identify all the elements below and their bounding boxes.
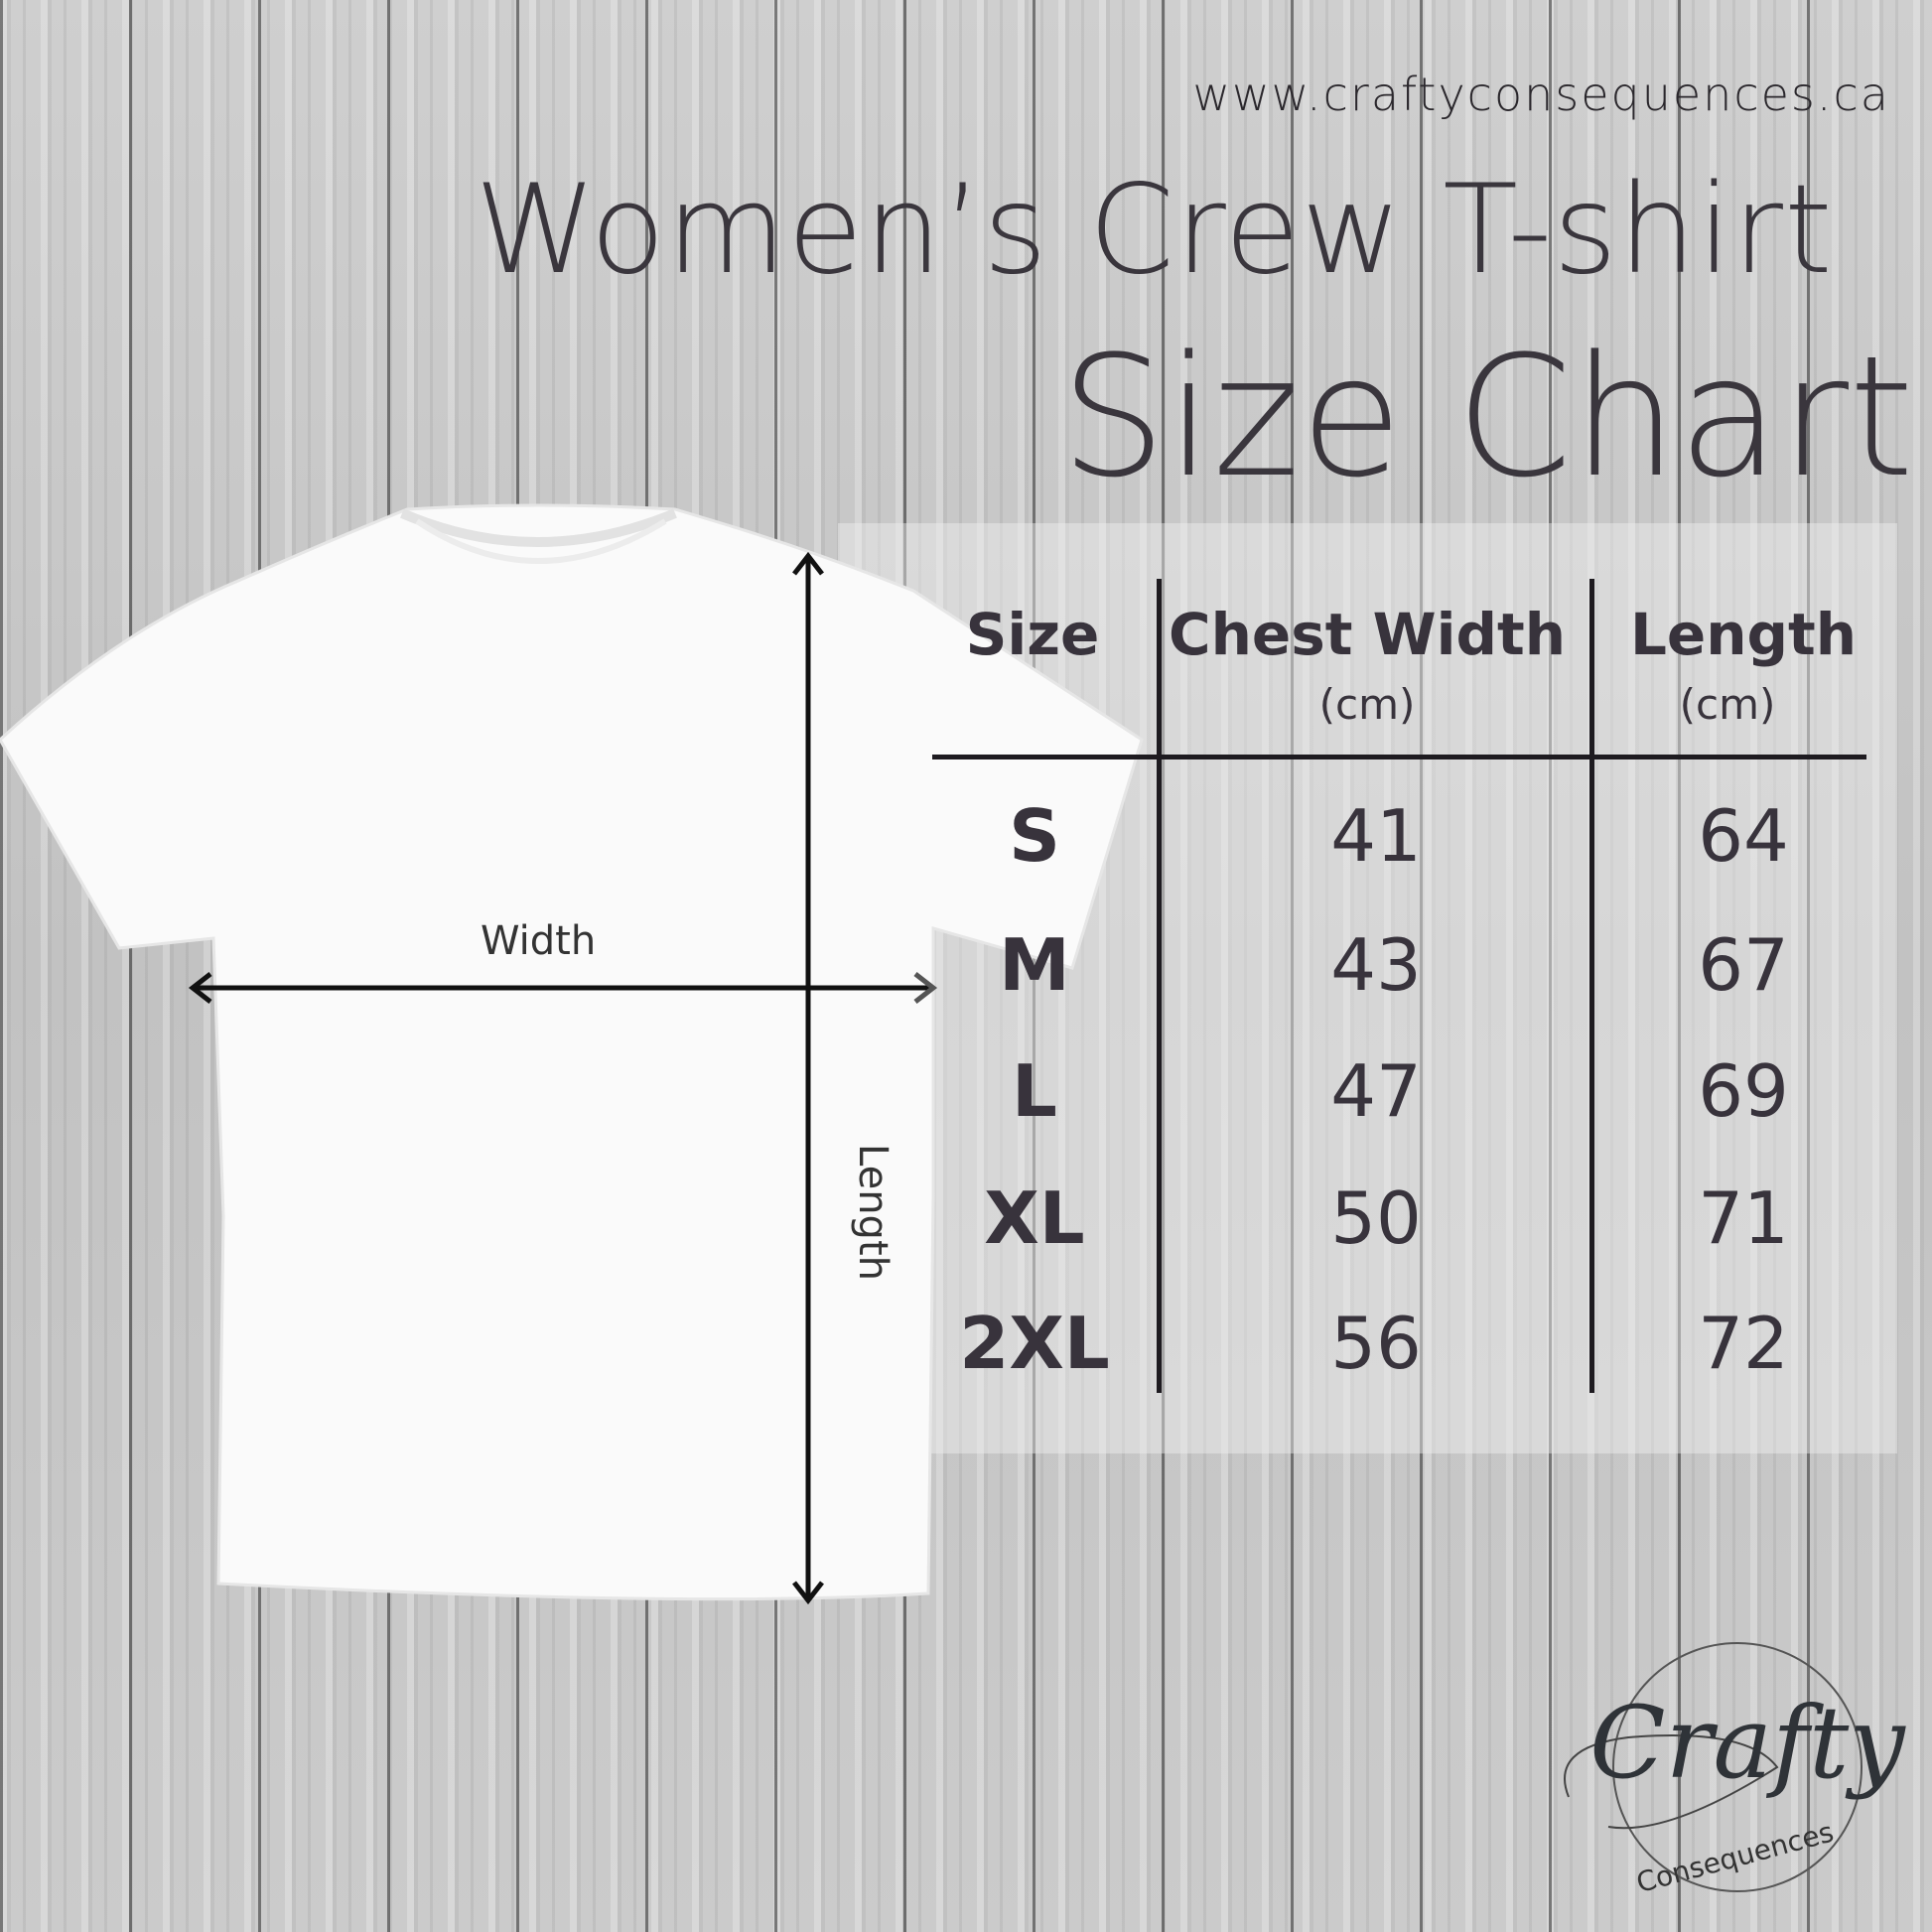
- width-label: Width: [481, 918, 597, 964]
- svg-text:Consequences: Consequences: [1633, 1815, 1838, 1899]
- crafty-consequences-logo: Crafty Consequences: [1564, 1642, 1906, 1899]
- page-title: Women’s Crew T-shirt: [475, 159, 1834, 302]
- length-cell: 71: [1698, 1176, 1789, 1260]
- column-divider: [1157, 579, 1162, 1393]
- length-cell: 67: [1698, 923, 1789, 1007]
- header-length-unit: (cm): [1679, 680, 1776, 729]
- chest-width-cell: 41: [1330, 794, 1422, 878]
- size-cell: L: [1012, 1049, 1057, 1133]
- size-cell: M: [999, 923, 1070, 1007]
- website-url: www.craftyconsequences.ca: [1192, 68, 1890, 121]
- page-subtitle: Size Chart: [1060, 320, 1914, 514]
- size-cell: 2XL: [959, 1302, 1110, 1385]
- chest-width-cell: 50: [1330, 1176, 1422, 1260]
- size-cell: S: [1009, 794, 1060, 878]
- header-length: Length: [1629, 601, 1858, 668]
- chest-width-cell: 47: [1330, 1049, 1422, 1133]
- svg-text:Crafty: Crafty: [1589, 1685, 1906, 1801]
- chest-width-cell: 43: [1330, 923, 1422, 1007]
- tshirt-image: [0, 503, 1144, 1601]
- chest-width-cell: 56: [1330, 1302, 1422, 1385]
- column-divider: [1589, 579, 1594, 1393]
- header-chest-width: Chest Width: [1169, 601, 1567, 668]
- length-cell: 72: [1698, 1302, 1789, 1385]
- header-chest-unit: (cm): [1318, 680, 1416, 729]
- header-size: Size: [965, 601, 1100, 668]
- length-cell: 69: [1698, 1049, 1789, 1133]
- size-cell: XL: [984, 1176, 1085, 1260]
- header-divider: [932, 755, 1866, 759]
- length-cell: 64: [1698, 794, 1789, 878]
